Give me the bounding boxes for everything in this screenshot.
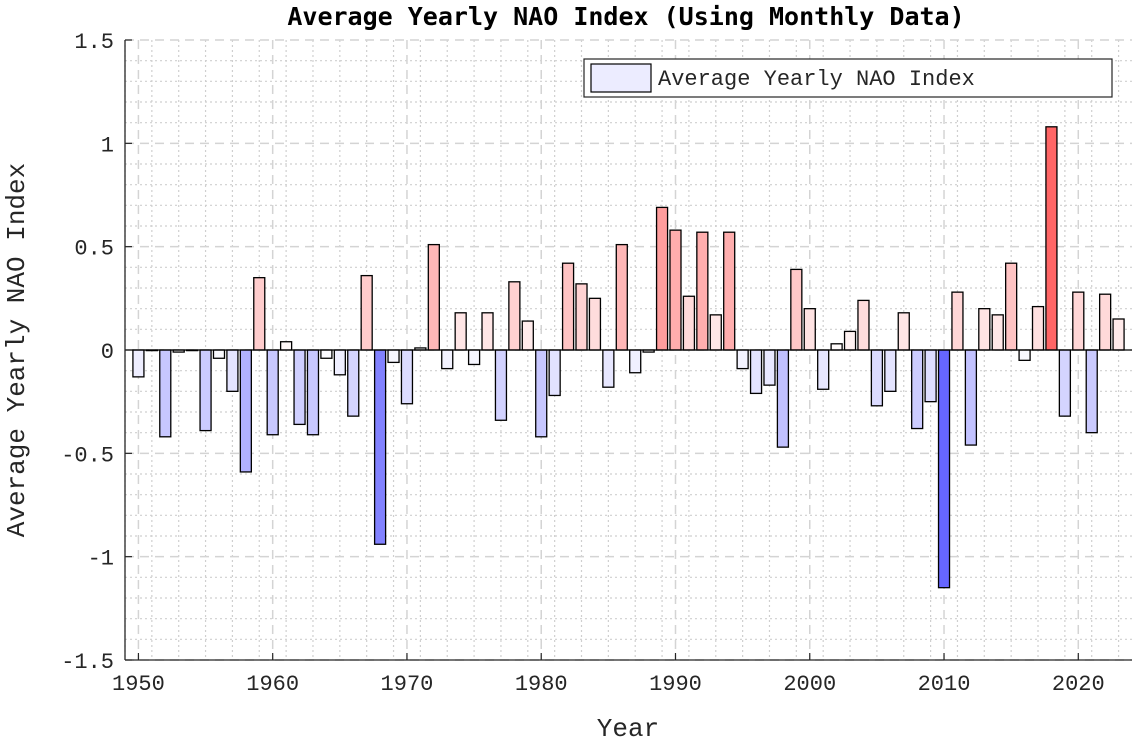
y-tick-label: 1.5 — [74, 30, 114, 55]
bar-1970 — [400, 349, 414, 405]
bar-1955 — [199, 349, 212, 432]
y-tick-label: -1.5 — [61, 650, 114, 675]
bar-2023 — [1112, 318, 1125, 351]
bar-1962 — [293, 349, 306, 426]
bar-1965 — [333, 349, 346, 376]
bar-2003 — [843, 330, 857, 351]
bar-1980 — [535, 349, 548, 438]
bar-2019 — [1058, 349, 1072, 417]
bar-1996 — [749, 349, 763, 395]
bar-2020 — [1072, 291, 1085, 351]
x-tick-labels: 1950 1960 1970 1980 1990 2000 2010 2020 — [112, 672, 1105, 697]
x-tick-label: 2000 — [783, 672, 836, 697]
bar-1963 — [306, 349, 320, 436]
x-tick-label: 1960 — [246, 672, 299, 697]
bar-1991 — [682, 295, 696, 351]
bar-1960 — [266, 349, 279, 436]
bar-1974 — [454, 312, 467, 351]
bar-1982 — [561, 262, 575, 351]
bar-1981 — [548, 349, 561, 397]
bar-2017 — [1031, 305, 1045, 351]
bar-1977 — [494, 349, 508, 421]
bar-2001 — [817, 349, 830, 390]
bar-2018 — [1045, 126, 1058, 351]
bar-2014 — [991, 314, 1004, 351]
y-axis-label: Average Yearly NAO Index — [2, 163, 32, 537]
bar-1993 — [709, 314, 722, 351]
bar-2004 — [857, 299, 870, 351]
bar-1964 — [320, 349, 333, 359]
bar-1994 — [723, 231, 736, 351]
bar-1973 — [441, 349, 454, 370]
bar-2011 — [951, 291, 964, 351]
legend-swatch — [590, 63, 652, 93]
axes — [124, 39, 1132, 661]
bar-2007 — [897, 312, 910, 351]
legend-box — [583, 58, 1113, 98]
y-tick-label: -1 — [88, 547, 114, 572]
bar-2000 — [803, 308, 816, 351]
bar-2006 — [884, 349, 897, 392]
legend-entry: Average Yearly NAO Index — [658, 67, 975, 92]
bar-1972 — [427, 243, 440, 351]
bar-1989 — [655, 206, 669, 351]
bar-1997 — [763, 349, 776, 386]
bar-1975 — [467, 349, 481, 366]
y-tick-label: 1 — [101, 133, 114, 158]
bar-1969 — [387, 349, 400, 364]
bar-2005 — [870, 349, 884, 407]
bar-1957 — [226, 349, 239, 392]
bar-2016 — [1018, 349, 1031, 361]
bar-1961 — [279, 341, 293, 351]
x-tick-label: 2020 — [1052, 672, 1105, 697]
y-tick-label: -0.5 — [61, 443, 114, 468]
bar-2008 — [911, 349, 924, 430]
bar-2022 — [1098, 293, 1112, 351]
bar-1998 — [776, 349, 790, 448]
bar-2013 — [978, 308, 991, 351]
bar-2009 — [924, 349, 937, 403]
bar-1990 — [669, 229, 682, 351]
bar-1952 — [159, 349, 172, 438]
bar-1959 — [253, 277, 266, 351]
x-tick-label: 1950 — [112, 672, 165, 697]
bar-2021 — [1085, 349, 1098, 434]
bar-1966 — [347, 349, 360, 417]
bar-1992 — [696, 231, 709, 351]
bar-1976 — [481, 312, 494, 351]
x-tick-label: 2010 — [918, 672, 971, 697]
bar-1979 — [521, 320, 534, 351]
bar-2010 — [937, 349, 951, 589]
bar-1967 — [360, 274, 373, 351]
bar-2012 — [964, 349, 978, 446]
chart-title: Average Yearly NAO Index (Using Monthly … — [287, 2, 964, 31]
x-tick-label: 1990 — [649, 672, 702, 697]
bar-1968 — [373, 349, 387, 545]
legend: Average Yearly NAO Index — [583, 58, 1113, 98]
x-tick-label: 1980 — [515, 672, 568, 697]
bar-1956 — [212, 349, 226, 359]
x-tick-label: 1970 — [381, 672, 434, 697]
bar-1983 — [575, 283, 588, 351]
bars — [132, 126, 1125, 589]
bar-1958 — [239, 349, 252, 473]
bar-1995 — [736, 349, 749, 370]
bar-1950 — [132, 349, 145, 378]
bar-1978 — [508, 281, 521, 351]
bar-1984 — [588, 297, 602, 351]
y-tick-labels: -1.5 -1 -0.5 0 0.5 1 1.5 — [61, 30, 114, 675]
bar-2015 — [1005, 262, 1018, 351]
bar-1985 — [602, 349, 615, 388]
x-axis-label: Year — [597, 714, 659, 742]
bar-1987 — [629, 349, 642, 374]
bar-1986 — [615, 243, 628, 351]
y-tick-label: 0.5 — [74, 237, 114, 262]
y-tick-label: 0 — [101, 340, 114, 365]
bar-1999 — [790, 268, 803, 351]
bar-2002 — [830, 343, 843, 351]
